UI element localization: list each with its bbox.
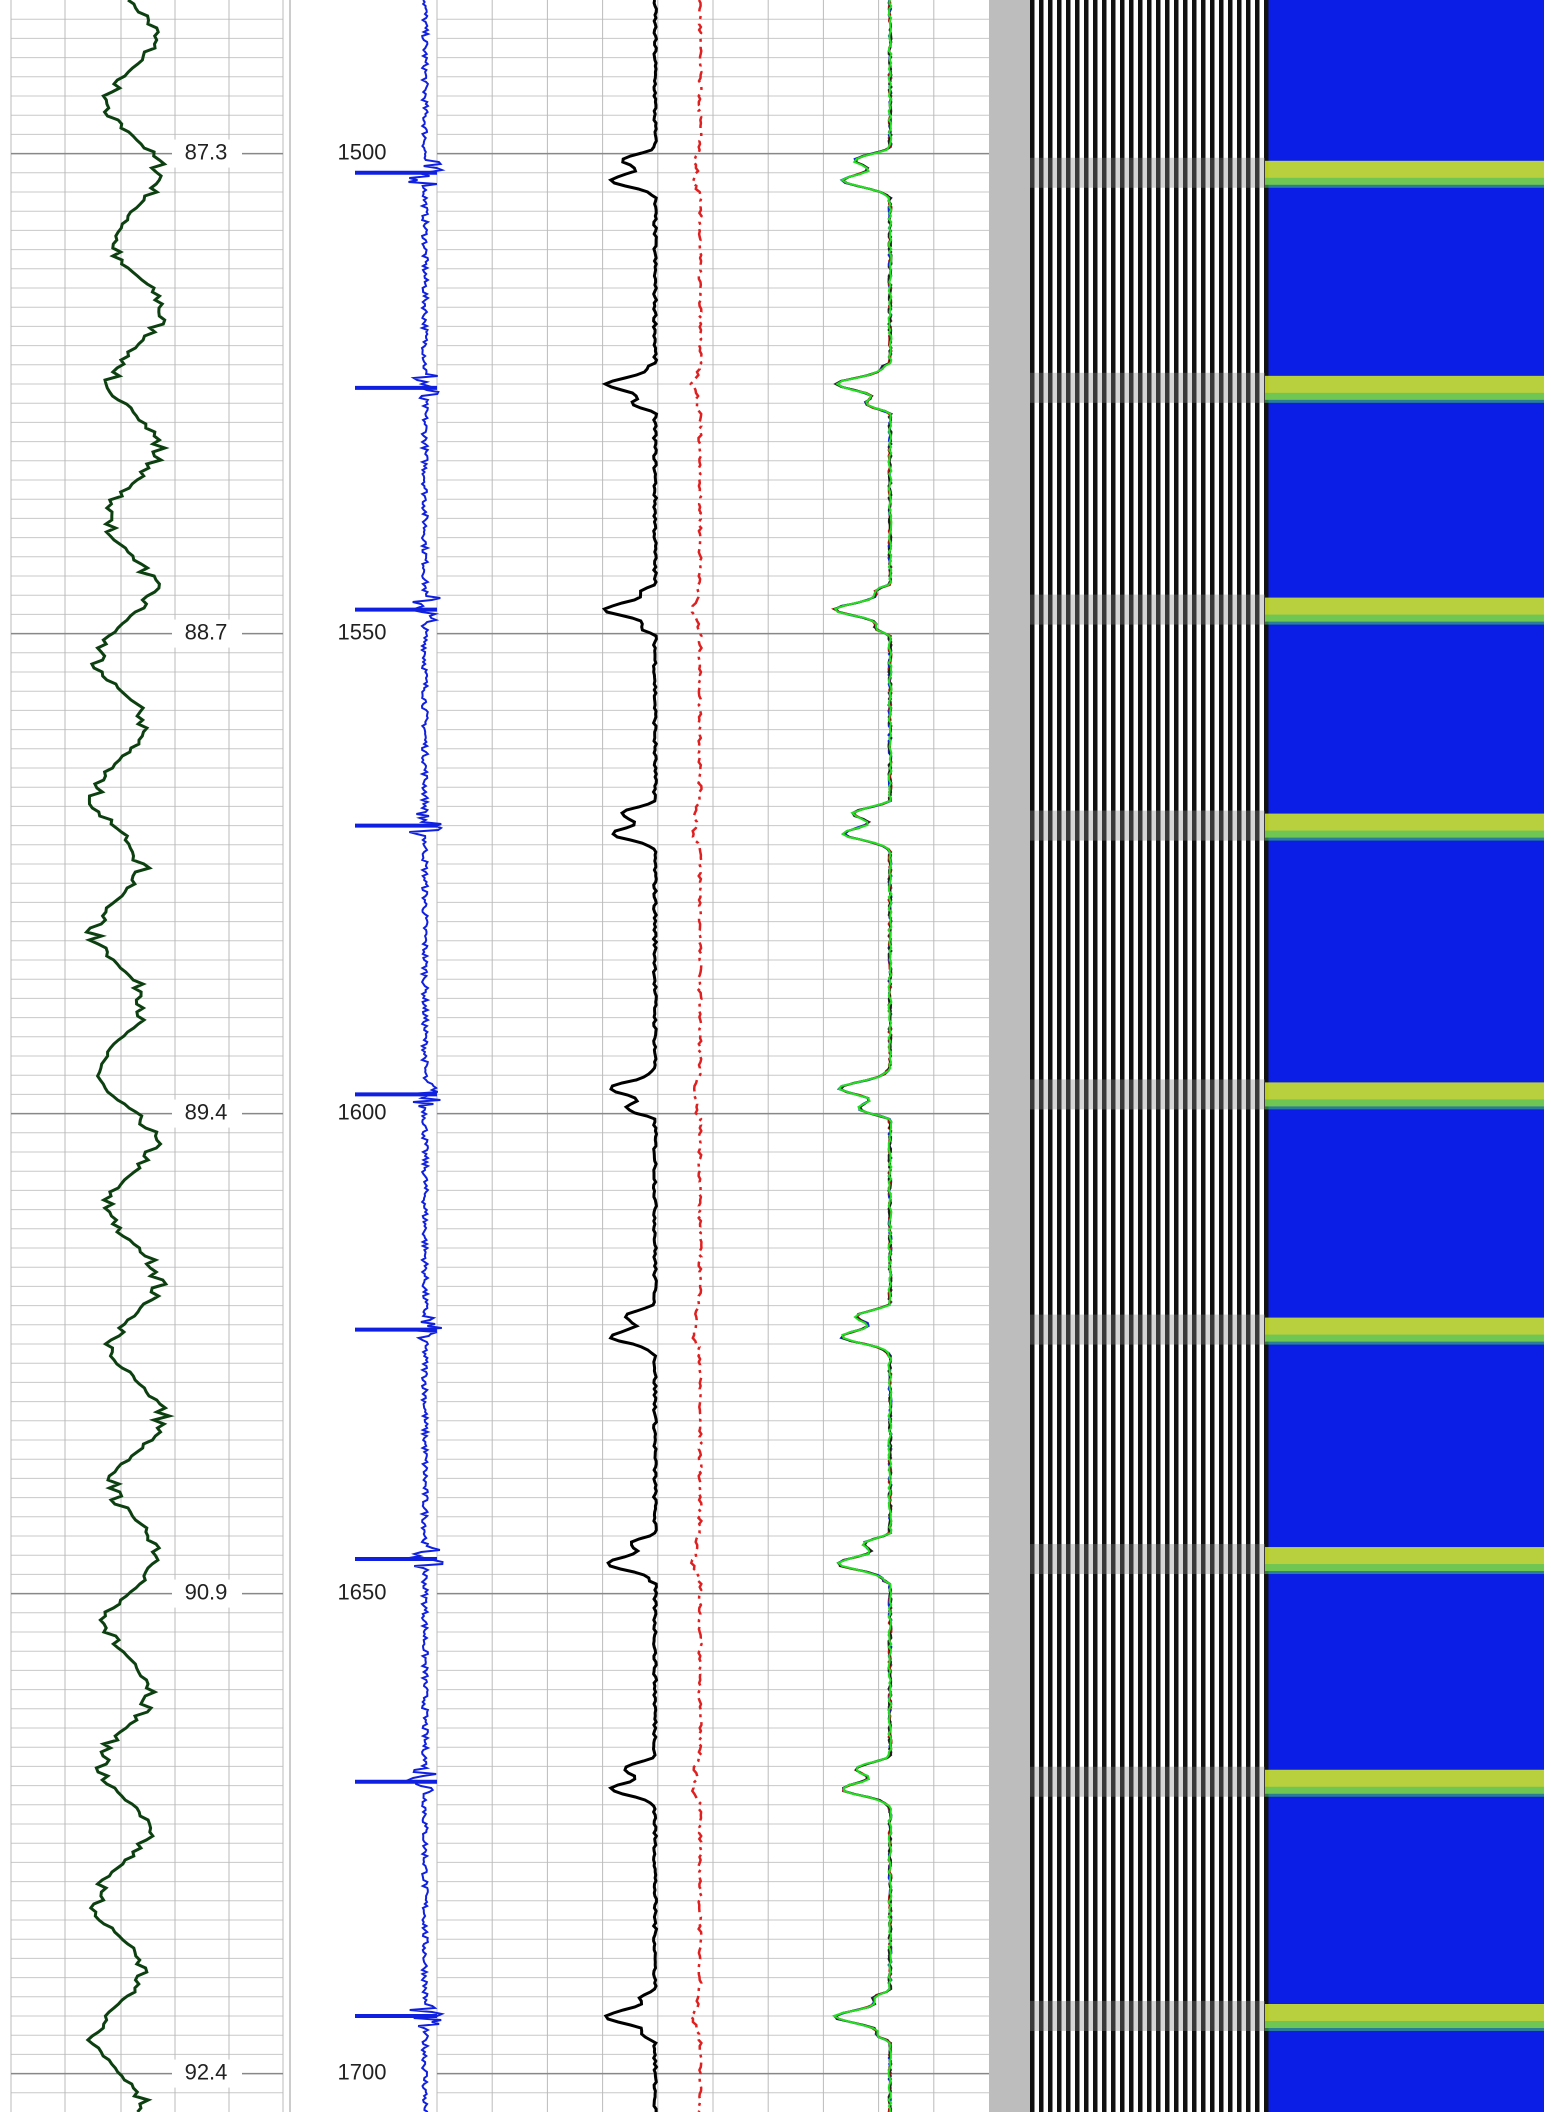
noise-curve — [405, 0, 446, 2112]
vdl-stripe — [1192, 0, 1197, 2112]
gamma-curve — [83, 0, 175, 2112]
image-band-edge — [1265, 1564, 1544, 1575]
track-value-label: 88.7 — [185, 619, 228, 644]
vdl-event — [1030, 810, 1265, 841]
image-track — [1265, 0, 1544, 2112]
vdl-stripe — [1165, 0, 1170, 2112]
green-wave-curve — [831, 0, 893, 2112]
vdl-event — [1030, 594, 1265, 625]
vdl-stripe — [1219, 0, 1224, 2112]
vdl-stripe — [1210, 0, 1215, 2112]
depth-label: 1500 — [338, 139, 387, 164]
depth-label: 1650 — [338, 1579, 387, 1604]
track-value-label: 87.3 — [185, 139, 228, 164]
vdl-stripe — [1255, 0, 1260, 2112]
track-value-label: 89.4 — [185, 1099, 228, 1124]
grid — [10, 0, 989, 2112]
image-band-edge — [1265, 830, 1544, 841]
gray-track — [989, 0, 1030, 2112]
vdl-stripe — [1147, 0, 1152, 2112]
track-value-label: 92.4 — [185, 2059, 228, 2084]
label-bg — [172, 2059, 242, 2088]
image-band-edge — [1265, 177, 1544, 188]
vdl-stripe — [1039, 0, 1044, 2112]
vdl-stripe — [1057, 0, 1062, 2112]
track-value-label: 90.9 — [185, 1579, 228, 1604]
vdl-stripe — [1183, 0, 1188, 2112]
vdl-stripe — [1174, 0, 1179, 2112]
vdl-event — [1030, 1314, 1265, 1345]
vdl-event — [1030, 1079, 1265, 1110]
vdl-event — [1030, 157, 1265, 188]
vdl-stripe — [1129, 0, 1134, 2112]
vdl-stripe — [1237, 0, 1242, 2112]
label-bg — [172, 139, 242, 168]
vdl-event — [1030, 372, 1265, 403]
image-band-edge — [1265, 1099, 1544, 1110]
depth-label: 1600 — [338, 1099, 387, 1124]
vdl-stripe — [1084, 0, 1089, 2112]
label-bg — [172, 619, 242, 648]
vdl-stripe — [1156, 0, 1161, 2112]
red-curve — [689, 0, 704, 2112]
black-curve — [601, 0, 659, 2112]
vdl-stripe — [1246, 0, 1251, 2112]
label-bg — [172, 1579, 242, 1608]
vdl-event — [1030, 1766, 1265, 1797]
depth-label: 1700 — [338, 2059, 387, 2084]
vdl-stripe — [1120, 0, 1125, 2112]
image-band-edge — [1265, 2021, 1544, 2031]
label-bg — [172, 1099, 242, 1128]
vdl-event — [1030, 2001, 1265, 2031]
vdl-stripe — [1075, 0, 1080, 2112]
vdl-stripe — [1030, 0, 1035, 2112]
vdl-stripe — [1138, 0, 1143, 2112]
vdl-stripe — [1102, 0, 1107, 2112]
vdl-stripe — [1111, 0, 1116, 2112]
vdl-stripe — [1201, 0, 1206, 2112]
vdl-event — [1030, 1544, 1265, 1575]
depth-label: 1550 — [338, 619, 387, 644]
vdl-stripe — [1093, 0, 1098, 2112]
vdl-stripe — [1228, 0, 1233, 2112]
vdl-stripe — [1264, 0, 1269, 2112]
image-band-edge — [1265, 392, 1544, 403]
vdl-stripe — [1066, 0, 1071, 2112]
image-band-edge — [1265, 1786, 1544, 1797]
image-band-edge — [1265, 1334, 1544, 1345]
vdl-stripe — [1048, 0, 1053, 2112]
image-band-edge — [1265, 614, 1544, 625]
